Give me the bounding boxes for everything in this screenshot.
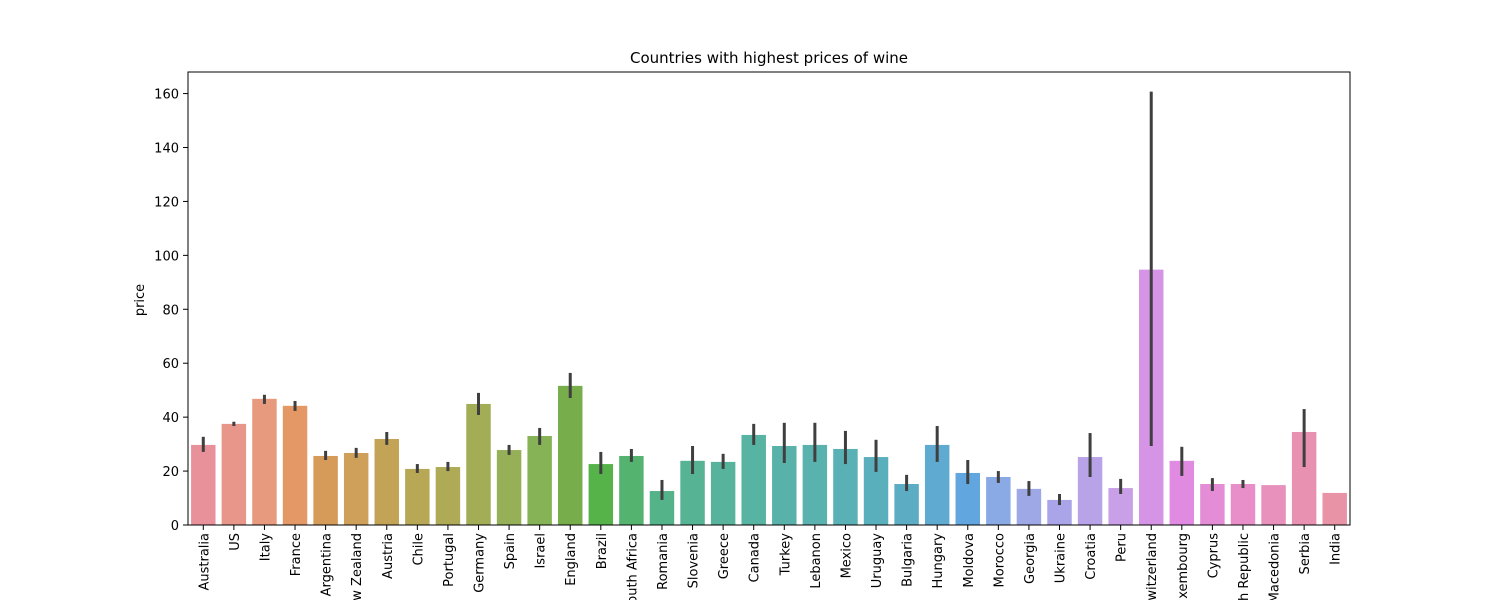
bar bbox=[1230, 484, 1256, 525]
x-tick-label: Hungary bbox=[931, 533, 946, 589]
bar bbox=[558, 385, 583, 525]
x-tick-label: India bbox=[1329, 533, 1344, 565]
x-tick-label: South Africa bbox=[625, 533, 640, 600]
bar bbox=[1261, 485, 1286, 525]
x-tick-label: Portugal bbox=[442, 533, 457, 587]
bar bbox=[405, 468, 430, 525]
x-tick-label: Germany bbox=[473, 533, 488, 593]
x-tick-label: Italy bbox=[258, 533, 273, 562]
bar bbox=[619, 455, 644, 525]
x-tick-label: Croatia bbox=[1084, 533, 1099, 580]
x-tick-label: Macedonia bbox=[1268, 533, 1283, 600]
x-tick-label: Brazil bbox=[595, 533, 610, 569]
x-tick-label: Morocco bbox=[992, 533, 1007, 587]
x-tick-label: Luxembourg bbox=[1176, 533, 1191, 600]
x-tick-label: Uruguay bbox=[870, 533, 885, 589]
x-tick-label: Peru bbox=[1115, 533, 1130, 562]
y-tick-label: 120 bbox=[154, 195, 179, 210]
y-axis-label: price bbox=[133, 284, 148, 316]
x-tick-label: Moldova bbox=[962, 533, 977, 588]
y-tick-label: 20 bbox=[162, 465, 179, 480]
x-tick-label: Serbia bbox=[1298, 533, 1313, 574]
x-tick-label: Turkey bbox=[778, 533, 793, 577]
bar bbox=[588, 464, 614, 525]
chart-title: Countries with highest prices of wine bbox=[630, 49, 908, 67]
y-tick-label: 60 bbox=[162, 357, 179, 372]
x-tick-label: Cyprus bbox=[1206, 533, 1221, 579]
x-tick-label: Ukraine bbox=[1054, 533, 1069, 583]
bar bbox=[1322, 492, 1347, 525]
plot-frame bbox=[187, 71, 1351, 526]
x-tick-label: Lebanon bbox=[809, 533, 824, 589]
bar bbox=[741, 434, 766, 525]
bar bbox=[313, 455, 338, 525]
bar bbox=[374, 438, 399, 525]
x-tick-label: Bulgaria bbox=[901, 533, 916, 587]
bar bbox=[221, 423, 247, 525]
y-tick-label: 0 bbox=[171, 519, 179, 534]
bar bbox=[252, 398, 277, 525]
x-tick-label: England bbox=[564, 533, 579, 586]
y-tick-label: 160 bbox=[154, 88, 179, 103]
bar bbox=[986, 477, 1011, 525]
y-tick-label: 140 bbox=[154, 142, 179, 157]
bar bbox=[496, 450, 522, 525]
bar bbox=[527, 436, 552, 525]
x-tick-label: US bbox=[228, 533, 243, 551]
x-tick-label: Romania bbox=[656, 533, 671, 590]
x-tick-label: Canada bbox=[748, 533, 763, 582]
bar bbox=[1108, 488, 1133, 525]
bar bbox=[466, 403, 491, 525]
x-tick-label: Slovenia bbox=[687, 533, 702, 588]
y-tick-label: 40 bbox=[162, 411, 179, 426]
y-tick-label: 100 bbox=[154, 249, 179, 264]
bar bbox=[282, 405, 308, 525]
x-tick-label: Chile bbox=[411, 533, 426, 566]
x-tick-label: Argentina bbox=[320, 533, 335, 596]
bar bbox=[191, 444, 216, 525]
x-tick-label: Mexico bbox=[839, 533, 854, 578]
x-tick-label: Australia bbox=[197, 533, 212, 591]
bar bbox=[435, 467, 461, 525]
x-tick-label: Austria bbox=[381, 533, 396, 579]
x-tick-label: France bbox=[289, 533, 304, 576]
x-tick-label: Georgia bbox=[1023, 533, 1038, 584]
x-tick-label: Israel bbox=[534, 533, 549, 569]
bar bbox=[710, 461, 736, 525]
x-tick-label: New Zealand bbox=[350, 533, 365, 600]
x-tick-label: Switzerland bbox=[1145, 533, 1160, 600]
x-tick-label: Spain bbox=[503, 533, 518, 569]
bar bbox=[343, 453, 369, 525]
x-tick-label: Greece bbox=[717, 533, 732, 579]
y-tick-label: 80 bbox=[162, 303, 179, 318]
x-tick-label: Czech Republic bbox=[1237, 533, 1252, 600]
